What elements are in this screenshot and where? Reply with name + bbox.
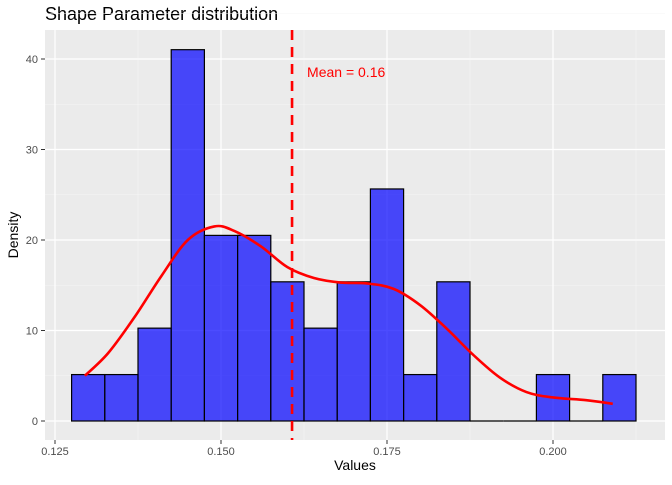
y-tick-label: 30 xyxy=(26,145,38,157)
y-tick-label: 10 xyxy=(26,326,38,338)
histogram-bar xyxy=(403,373,438,422)
histogram-bar xyxy=(70,373,106,422)
x-tick-label: 0.150 xyxy=(207,446,235,458)
histogram-bar xyxy=(237,234,272,422)
histogram-bar xyxy=(137,327,172,422)
histogram-bar xyxy=(104,373,139,422)
mean-label: Mean = 0.16 xyxy=(307,64,385,80)
x-tick-label: 0.125 xyxy=(41,446,69,458)
histogram-bar xyxy=(602,373,637,422)
histogram-bar xyxy=(369,188,405,422)
histogram-bar xyxy=(270,281,305,422)
histogram-bar xyxy=(170,49,205,422)
y-axis-label: Density xyxy=(5,212,21,259)
density-curve xyxy=(83,224,613,406)
x-axis-label: Values xyxy=(334,457,376,473)
histogram-bar xyxy=(436,281,471,422)
x-tick-label: 0.175 xyxy=(373,446,401,458)
x-tick-label: 0.200 xyxy=(539,446,567,458)
histogram-bar xyxy=(203,234,239,422)
y-tick-label: 40 xyxy=(26,54,38,66)
histogram-bar xyxy=(336,281,372,422)
histogram-bar xyxy=(303,327,338,422)
y-tick-label: 20 xyxy=(26,235,38,247)
y-tick-label: 0 xyxy=(32,416,38,428)
